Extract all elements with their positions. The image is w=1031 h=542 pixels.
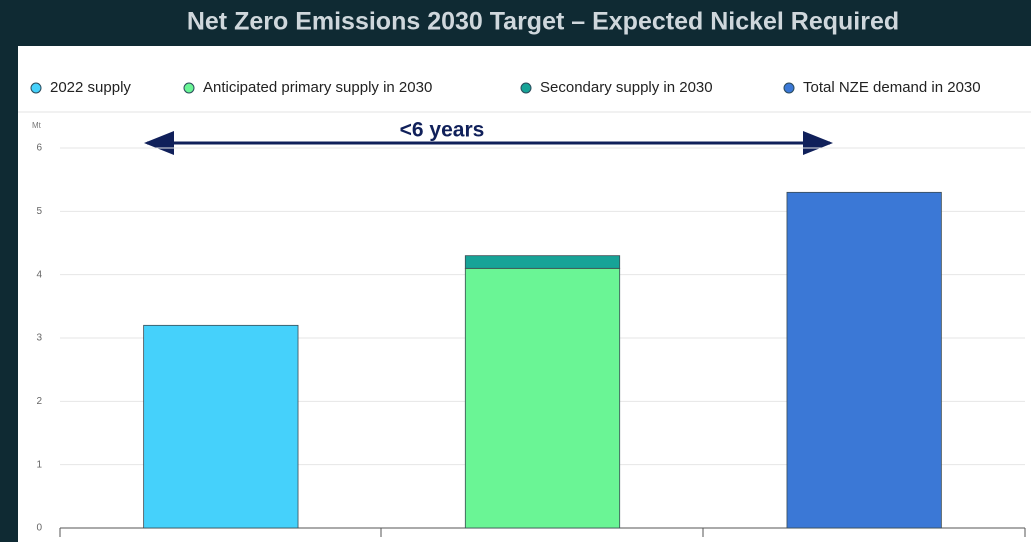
bar [786,191,942,529]
legend-label: Total NZE demand in 2030 [803,79,981,96]
legend-label: Secondary supply in 2030 [540,79,713,96]
bar [464,255,621,269]
y-tick-label: 6 [36,143,42,154]
legend-marker [183,82,195,94]
chart-title: Net Zero Emissions 2030 Target – Expecte… [187,8,899,36]
legend-marker [783,82,795,94]
y-tick-label: 4 [36,269,42,280]
y-tick-label: 3 [36,333,42,344]
legend-label: 2022 supply [50,79,131,96]
y-tick-label: 0 [36,523,42,534]
legend-label: Anticipated primary supply in 2030 [203,79,432,96]
annotation: <6 years [400,119,485,142]
y-tick-label: 1 [36,459,42,470]
y-tick-label: 2 [36,396,42,407]
legend-marker [520,82,532,94]
legend-marker [30,82,42,94]
y-axis-label: Mt [32,121,42,130]
y-tick-label: 5 [36,206,42,217]
bar [464,267,621,529]
bar [143,324,299,529]
